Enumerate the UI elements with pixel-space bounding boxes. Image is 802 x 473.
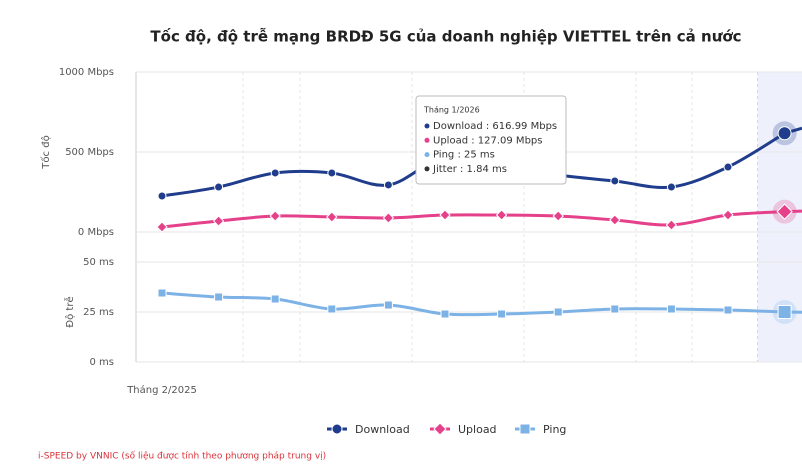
point <box>440 309 450 319</box>
y2-axis-title: Độ trễ <box>63 296 76 327</box>
y-tick-label: 1000 Mbps <box>59 67 114 78</box>
tooltip-dot <box>424 166 430 172</box>
tooltip-item: Jitter : 1.84 ms <box>432 164 507 175</box>
point <box>214 292 224 302</box>
y2-tick-label: 0 ms <box>90 357 115 368</box>
legend-marker <box>331 423 343 435</box>
y2-tick-label: 25 ms <box>83 307 114 318</box>
tooltip-dot <box>424 152 430 158</box>
y-tick-label: 500 Mbps <box>65 147 114 158</box>
point <box>269 210 281 222</box>
point <box>552 210 564 222</box>
tooltip-title: Tháng 1/2026 <box>423 106 480 115</box>
point <box>327 168 337 178</box>
footer: i-SPEED by VNNIC (số liệu được tính theo… <box>38 451 326 462</box>
legend-marker <box>433 422 447 436</box>
point <box>497 309 507 319</box>
series-line <box>161 291 785 317</box>
point <box>722 209 734 221</box>
tooltip-item: Ping : 25 ms <box>433 150 495 161</box>
point <box>777 305 792 319</box>
point <box>609 214 621 226</box>
point <box>723 162 733 172</box>
point <box>327 304 337 314</box>
point <box>723 305 733 315</box>
point <box>157 191 167 201</box>
point <box>666 304 676 314</box>
tooltip: Tháng 1/2026 Download : 616.99 Mbps Upload… <box>415 95 567 185</box>
legend-label: Ping <box>543 423 566 436</box>
point <box>666 182 676 192</box>
point <box>270 168 280 178</box>
y-tick-label: 0 Mbps <box>78 227 114 238</box>
point <box>439 209 451 221</box>
point <box>212 215 225 227</box>
x-tick-label: Tháng 2/2025 <box>126 384 197 396</box>
tooltip-item: Download : 616.99 Mbps <box>433 121 557 132</box>
point <box>777 126 792 141</box>
legend-label: Download <box>355 423 410 436</box>
y-axis-title: Tốc độ <box>40 135 52 169</box>
point <box>214 182 224 192</box>
point <box>665 219 678 231</box>
tooltip-item: Upload : 127.09 Mbps <box>433 135 542 146</box>
point <box>382 212 395 224</box>
point <box>383 300 393 310</box>
point <box>610 304 620 314</box>
legend-marker <box>519 423 531 435</box>
point <box>157 288 167 298</box>
point <box>495 209 508 221</box>
series-line <box>161 210 785 229</box>
point <box>270 294 280 304</box>
point <box>156 221 168 233</box>
legend-label: Upload <box>458 423 497 436</box>
tooltip-box <box>415 95 567 185</box>
point <box>326 211 338 223</box>
point <box>776 203 793 220</box>
point <box>383 180 393 190</box>
tooltip-dot <box>424 137 430 143</box>
tooltip-dot <box>424 123 430 129</box>
point <box>610 176 620 186</box>
chart-title: Tốc độ, độ trễ mạng BRDĐ 5G của doanh ng… <box>150 27 741 46</box>
point <box>553 307 563 317</box>
y2-tick-label: 50 ms <box>83 257 114 268</box>
